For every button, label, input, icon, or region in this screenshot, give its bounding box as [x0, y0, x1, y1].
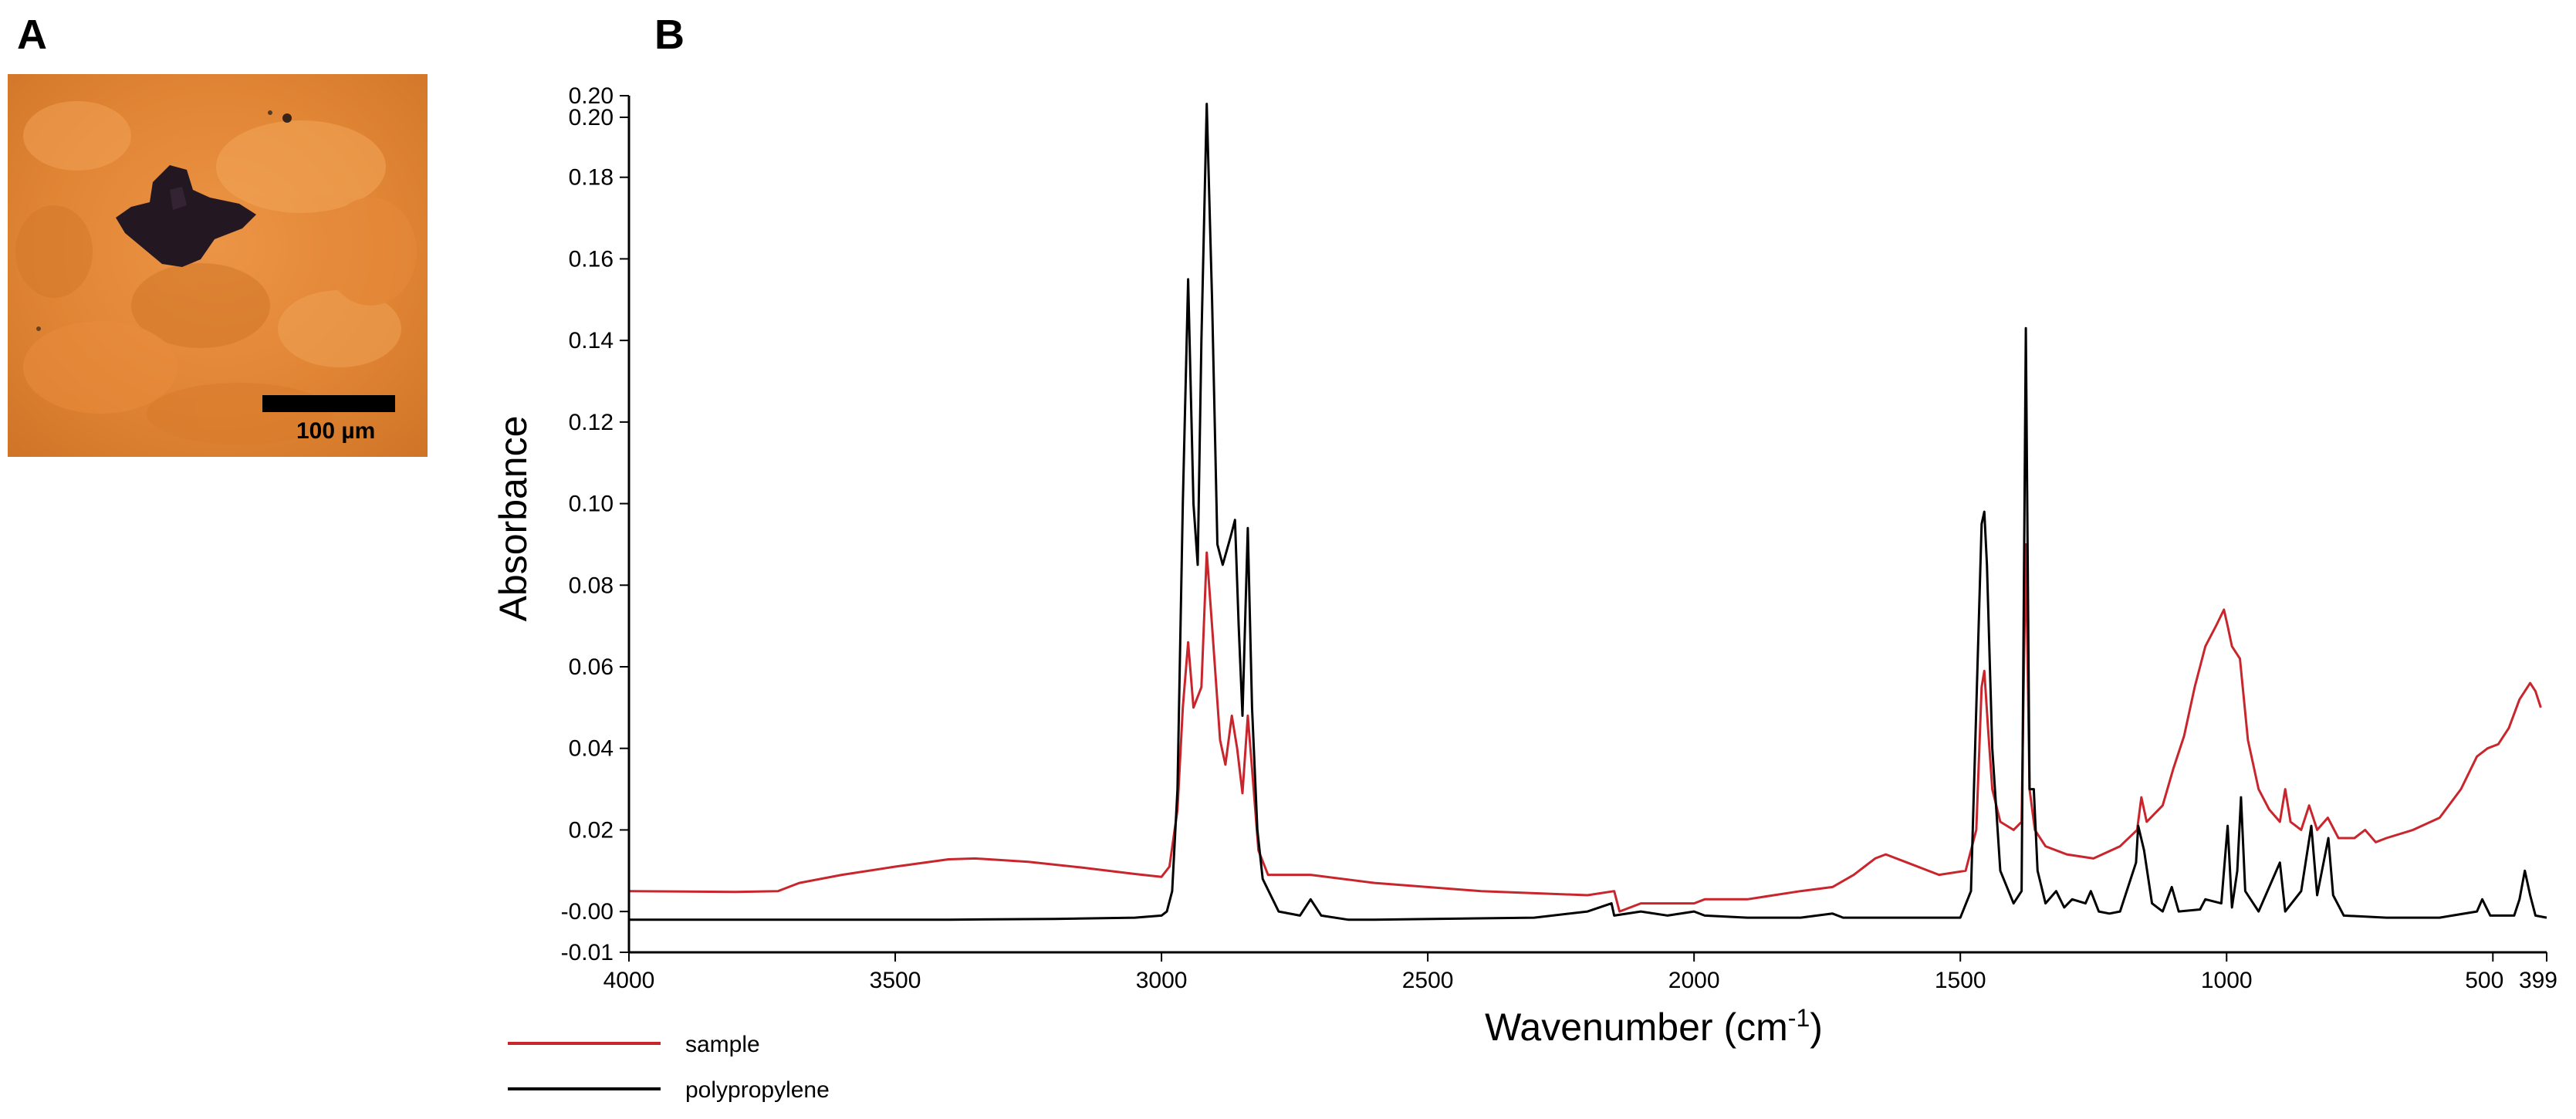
x-tick-label: 399 — [2519, 968, 2557, 993]
x-tick-label: 1500 — [1935, 968, 1986, 993]
x-axis-title-superscript: -1 — [1788, 1004, 1810, 1032]
y-tick-label: 0.14 — [569, 328, 614, 353]
y-tick-label: -0.01 — [561, 940, 614, 965]
panel-b-letter: B — [654, 12, 685, 58]
y-axis-title: Absorbance — [492, 416, 535, 622]
series-group — [628, 103, 2547, 921]
x-tick-label: 1000 — [2201, 968, 2253, 993]
x-tick-label: 2000 — [1668, 968, 1720, 993]
x-axis-title: Wavenumber (cm-1) — [1485, 1004, 1823, 1049]
x-tick-label: 4000 — [603, 968, 655, 993]
scale-bar — [262, 395, 395, 412]
y-tick-label: 0.06 — [569, 654, 614, 680]
x-tick-label: 500 — [2465, 968, 2503, 993]
y-axis-ticks: 0.200.20 0.18 0.16 0.14 0.12 0.10 0.08 0.06 0.04… — [561, 83, 629, 965]
y-tick-label: 0.08 — [569, 573, 614, 598]
y-tick-label: 0.12 — [569, 410, 614, 435]
x-axis-title-main: Wavenumber (cm — [1485, 1006, 1788, 1049]
y-tick-label: 0.10 — [569, 492, 614, 517]
panel-a-letter: A — [17, 12, 47, 58]
y-tick-label: 0.02 — [569, 817, 614, 843]
x-tick-label: 2500 — [1402, 968, 1454, 993]
y-tick-label: 0.20 — [569, 105, 614, 130]
x-tick-label: 3000 — [1136, 968, 1188, 993]
micrograph-texture — [15, 101, 417, 445]
legend-label-polypropylene: polypropylene — [685, 1077, 830, 1103]
y-tick-label: -0.00 — [561, 899, 614, 925]
x-axis-ticks: 4000 3500 3000 2500 2000 1500 1000 500 399 — [603, 952, 2557, 993]
legend-label-sample: sample — [685, 1032, 760, 1057]
y-tick-label: 0.04 — [569, 736, 614, 762]
scale-bar-label: 100 µm — [296, 418, 375, 444]
series-line-polypropylene — [629, 103, 2547, 921]
y-tick-label: 0.18 — [569, 165, 614, 191]
y-tick-label: 0.16 — [569, 246, 614, 272]
micrograph-image: 100 µm — [8, 74, 428, 457]
series-line-sample — [628, 543, 2542, 913]
legend: sample polypropylene — [508, 1032, 830, 1103]
x-tick-label: 3500 — [870, 968, 921, 993]
particle-shape — [116, 165, 256, 267]
x-axis-title-close: ) — [1810, 1006, 1823, 1049]
y-tick-label: 0.20 — [569, 83, 614, 109]
